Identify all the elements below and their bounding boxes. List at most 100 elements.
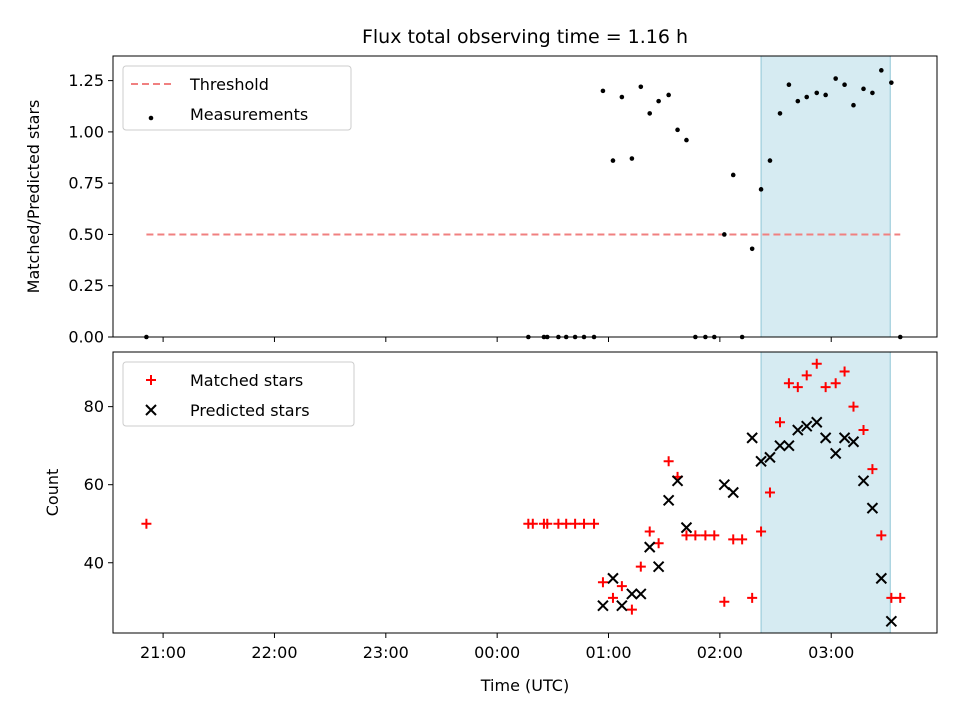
legend-entry-label: Threshold [189, 75, 269, 94]
data-point-measurement [610, 158, 616, 163]
data-point-predicted [875, 572, 888, 585]
bottom-panel: 40 60 80 21:00 22:00 23:00 00:00 01:00 02:00 03:0… [43, 351, 938, 695]
data-point-matched [570, 518, 581, 529]
data-point-measurement [804, 94, 810, 100]
data-point-predicted [680, 521, 693, 534]
legend-entry-label: Predicted stars [190, 401, 310, 420]
data-point-predicted [801, 420, 813, 432]
data-point-matched [561, 518, 572, 529]
data-point-matched [764, 487, 775, 498]
data-point-matched [709, 530, 720, 541]
data-point-measurement [619, 94, 625, 100]
data-point-matched [141, 518, 152, 529]
series-matched-stars [141, 358, 906, 615]
data-point-matched [867, 464, 878, 475]
data-point-matched [747, 592, 758, 603]
y-tick-label: 1.25 [68, 71, 104, 90]
x-tick-label: 02:00 [697, 643, 743, 662]
data-point-matched [690, 530, 701, 541]
data-point-predicted [783, 439, 795, 452]
data-point-predicted [607, 572, 619, 585]
data-point-matched [839, 366, 850, 377]
data-point-measurement [795, 98, 801, 104]
legend-measurement-swatch [148, 115, 154, 121]
data-point-measurement [879, 68, 884, 73]
data-point-predicted [597, 599, 609, 612]
data-point-measurement [758, 187, 764, 192]
y-tick-label: 0.50 [68, 225, 104, 244]
legend-predicted-swatch [145, 404, 157, 416]
data-point-measurement [861, 86, 866, 92]
y-tick-label: 0.75 [68, 174, 104, 193]
top-panel: 0.00 0.25 0.50 0.75 1.00 1.25 Matched/Predicte… [24, 55, 938, 347]
data-point-predicted [652, 560, 665, 573]
y-tick-label: 1.00 [68, 122, 104, 141]
data-point-predicted [644, 541, 656, 553]
data-point-predicted [764, 451, 776, 464]
data-point-predicted [866, 502, 879, 514]
data-point-matched [527, 518, 538, 529]
data-point-matched [616, 581, 627, 592]
data-point-predicted [829, 447, 842, 460]
data-point-measurement [656, 98, 661, 104]
y-tick-label: 0.00 [68, 328, 104, 347]
data-point-matched [876, 530, 887, 541]
y-tick-label: 80 [84, 397, 104, 416]
data-point-measurement [629, 156, 635, 161]
data-point-measurement [842, 82, 847, 88]
data-point-matched [801, 370, 812, 381]
data-point-measurement [749, 246, 755, 252]
data-point-measurement [814, 90, 820, 96]
data-point-matched [626, 604, 637, 615]
data-point-matched [728, 534, 739, 545]
data-point-measurement [786, 82, 792, 88]
data-point-matched [607, 592, 618, 603]
data-point-measurement [767, 158, 773, 163]
data-point-matched [719, 596, 730, 607]
data-point-measurement [777, 111, 783, 116]
data-point-matched [783, 378, 794, 389]
data-point-matched [792, 382, 803, 393]
y-tick-label: 60 [84, 475, 104, 494]
data-point-matched [886, 592, 897, 603]
data-point-matched [653, 538, 664, 549]
data-point-matched [589, 518, 600, 529]
data-point-measurement [870, 90, 875, 96]
data-point-predicted [857, 475, 870, 487]
data-point-matched [756, 526, 767, 537]
data-point-predicted [626, 588, 638, 600]
data-point-predicted [718, 478, 731, 491]
data-point-predicted [755, 455, 767, 467]
data-point-measurement [851, 102, 856, 108]
x-tick-label: 03:00 [808, 643, 854, 662]
data-point-measurement [675, 127, 680, 133]
data-point-matched [737, 534, 748, 545]
axes-frame [112, 55, 938, 338]
data-point-matched [830, 378, 841, 389]
data-point-matched [579, 518, 590, 529]
series-measurements [144, 68, 903, 340]
series-predicted-stars [597, 416, 898, 627]
data-point-predicted [671, 475, 684, 487]
x-tick-label: 01:00 [585, 643, 631, 662]
x-tick-label: 00:00 [474, 643, 520, 662]
y-axis-label: Count [43, 469, 62, 517]
data-point-predicted [885, 615, 898, 627]
shaded-region [760, 55, 891, 338]
data-point-measurement [722, 232, 727, 237]
data-point-matched [663, 456, 674, 467]
data-point-predicted [792, 424, 804, 436]
x-tick-label: 23:00 [363, 643, 409, 662]
x-tick-label: 21:00 [140, 643, 186, 662]
data-point-predicted [811, 416, 823, 428]
y-axis-label: Matched/Predicted stars [24, 100, 43, 294]
data-point-matched [895, 592, 906, 603]
data-point-matched [848, 401, 859, 412]
data-point-matched [858, 425, 869, 436]
shaded-region [760, 351, 891, 634]
data-point-matched [820, 382, 831, 393]
data-point-predicted [635, 588, 647, 600]
data-point-matched [635, 561, 646, 572]
data-point-matched [542, 518, 553, 529]
